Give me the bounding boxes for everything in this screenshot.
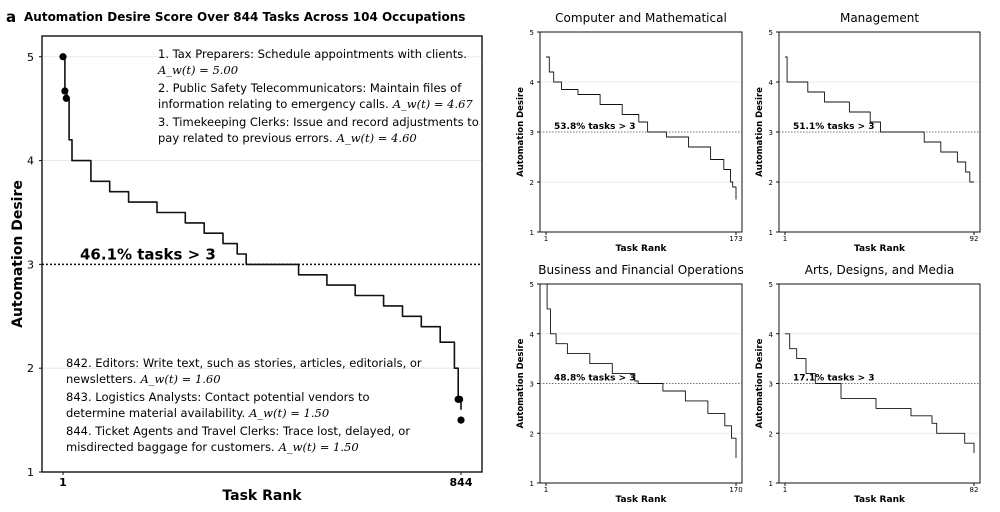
- annotation-line: 843. Logistics Analysts: Contact potenti…: [66, 390, 370, 404]
- x-tick-label: 1: [544, 235, 548, 243]
- x-tick-label: 1: [59, 476, 67, 489]
- threshold-label: 46.1% tasks > 3: [80, 245, 216, 263]
- x-tick-label: 92: [970, 235, 979, 243]
- y-tick-label: 3: [530, 129, 534, 137]
- chart-title: Business and Financial Operations: [538, 263, 743, 277]
- chart-title: Computer and Mathematical: [555, 11, 727, 25]
- annotation-text: 844. Ticket Agents and Travel Clerks: Tr…: [66, 424, 410, 454]
- x-tick-label: 1: [783, 235, 787, 243]
- data-series-line: [785, 56, 974, 183]
- y-tick-label: 2: [530, 430, 534, 438]
- highlight-point: [59, 53, 67, 61]
- annotation-line: 844. Ticket Agents and Travel Clerks: Tr…: [66, 424, 410, 438]
- y-tick-label: 2: [530, 179, 534, 187]
- x-tick-label: 1: [544, 486, 548, 494]
- annotation-text: 1. Tax Preparers: Schedule appointments …: [157, 47, 467, 77]
- chart-title: Management: [840, 11, 919, 25]
- annotation-text: 3. Timekeeping Clerks: Issue and record …: [158, 115, 479, 145]
- highlight-point: [457, 416, 465, 424]
- data-series-line: [63, 56, 462, 410]
- y-tick-label: 5: [769, 281, 773, 289]
- y-axis-label: Automation Desire: [516, 338, 526, 428]
- x-axis-label: Task Rank: [222, 488, 302, 504]
- x-tick-label: 844: [450, 476, 473, 489]
- main-chart: 1 2 3 4 5 1 844 Task Rank Automation Desire 46.1%…: [10, 35, 483, 504]
- y-tick-label: 1: [769, 229, 773, 237]
- y-tick-label: 3: [769, 129, 773, 137]
- annotation-text: 842. Editors: Write text, such as storie…: [66, 356, 422, 386]
- y-tick-label: 3: [530, 381, 534, 389]
- threshold-label: 51.1% tasks > 3: [793, 122, 875, 132]
- chart-title: Arts, Designs, and Media: [805, 263, 954, 277]
- annotation-score: A_w(t) = 1.60: [140, 372, 221, 386]
- annotation-text: 843. Logistics Analysts: Contact potenti…: [66, 390, 370, 420]
- annotation-score: A_w(t) = 1.50: [248, 406, 329, 420]
- y-tick-label: 1: [27, 466, 34, 479]
- y-tick-label: 5: [530, 281, 534, 289]
- threshold-label: 17.1% tasks > 3: [793, 374, 875, 384]
- annotation-score: A_w(t) = 4.67: [392, 97, 474, 111]
- annotation-text: 2. Public Safety Telecommunicators: Main…: [158, 81, 473, 111]
- annotation-line: 3. Timekeeping Clerks: Issue and record …: [158, 115, 479, 129]
- plot-frame: [41, 35, 483, 473]
- threshold-label: 53.8% tasks > 3: [554, 122, 636, 132]
- y-tick-label: 1: [530, 229, 534, 237]
- main-chart-title: Automation Desire Score Over 844 Tasks A…: [24, 10, 465, 24]
- x-tick-label: 1: [783, 486, 787, 494]
- annotation-score: A_w(t) = 4.60: [336, 131, 417, 145]
- x-axis-label: Task Rank: [616, 495, 668, 505]
- business-financial-chart: Business and Financial Operations 1 2 3 4 5 1 1…: [516, 263, 744, 505]
- x-tick-label: 82: [970, 486, 979, 494]
- y-tick-label: 5: [769, 29, 773, 37]
- annotation-score: A_w(t) = 5.00: [157, 63, 238, 77]
- annotation-line: determine material availability.: [66, 406, 245, 420]
- x-axis-label: Task Rank: [854, 495, 906, 505]
- y-tick-label: 4: [27, 155, 34, 168]
- y-axis-label: Automation Desire: [755, 87, 765, 177]
- data-series-line: [785, 333, 975, 454]
- y-axis-label: Automation Desire: [10, 180, 26, 328]
- highlight-point: [62, 94, 70, 102]
- y-axis-label: Automation Desire: [755, 338, 765, 428]
- annotation-line: 2. Public Safety Telecommunicators: Main…: [158, 81, 462, 95]
- annotation-line: information relating to emergency calls.: [158, 97, 389, 111]
- y-tick-label: 3: [27, 258, 34, 271]
- y-tick-label: 1: [769, 480, 773, 488]
- y-axis-label: Automation Desire: [516, 87, 526, 177]
- computer-mathematical-chart: Computer and Mathematical 1 2 3 4 5 1 173 Task R…: [516, 11, 743, 254]
- annotation-line: misdirected baggage for customers.: [66, 440, 275, 454]
- y-tick-label: 4: [530, 79, 535, 87]
- threshold-label: 48.8% tasks > 3: [554, 374, 636, 384]
- y-tick-label: 5: [27, 51, 34, 64]
- x-tick-label: 170: [729, 486, 742, 494]
- management-chart: Management 1 2 3 4 5 1 92 Task Rank Automation De…: [755, 11, 981, 254]
- x-axis-label: Task Rank: [854, 244, 906, 254]
- annotation-line: 1. Tax Preparers: Schedule appointments …: [158, 47, 467, 61]
- panel-letter: a: [6, 8, 16, 26]
- highlight-point: [61, 87, 69, 95]
- data-series-line: [546, 283, 737, 459]
- y-tick-label: 5: [530, 29, 534, 37]
- y-tick-label: 4: [530, 331, 535, 339]
- annotation-score: A_w(t) = 1.50: [278, 440, 359, 454]
- x-tick-label: 173: [729, 235, 742, 243]
- y-tick-label: 4: [769, 331, 774, 339]
- annotation-line: newsletters.: [66, 372, 137, 386]
- annotation-line: 842. Editors: Write text, such as storie…: [66, 356, 422, 370]
- data-series-line: [546, 56, 737, 200]
- highlight-point: [455, 395, 464, 403]
- y-tick-label: 2: [27, 362, 34, 375]
- y-tick-label: 1: [530, 480, 534, 488]
- y-tick-label: 4: [769, 79, 774, 87]
- y-tick-label: 3: [769, 381, 773, 389]
- y-tick-label: 2: [769, 179, 773, 187]
- arts-designs-media-chart: Arts, Designs, and Media 1 2 3 4 5 1 82 Task Ran…: [755, 263, 981, 505]
- x-axis-label: Task Rank: [616, 244, 668, 254]
- y-tick-label: 2: [769, 430, 773, 438]
- annotation-line: pay related to previous errors.: [158, 131, 333, 145]
